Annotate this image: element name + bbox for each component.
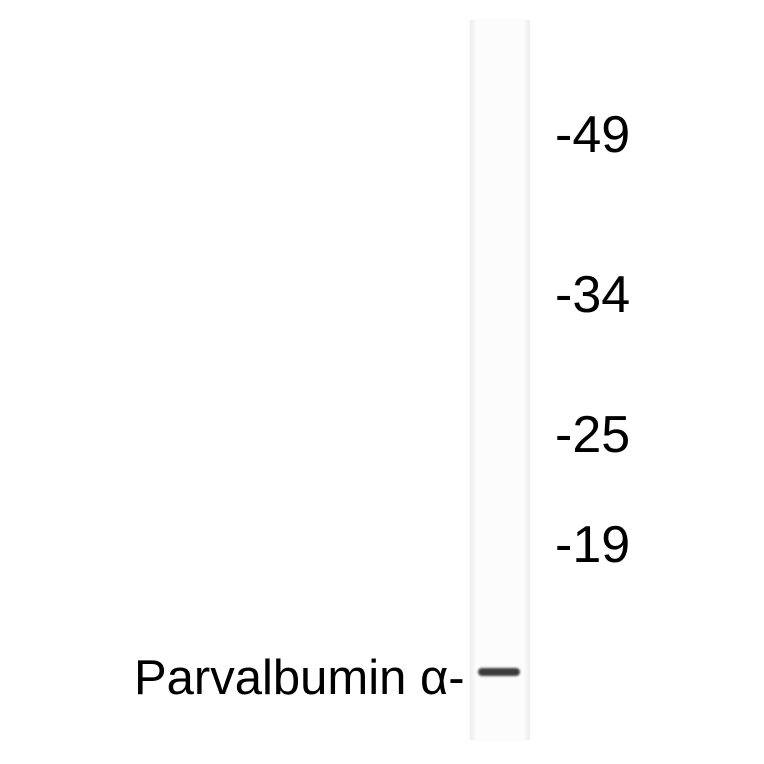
blot-lane xyxy=(470,20,530,740)
western-blot-figure: -49 -34 -25 -19 Parvalbumin α- xyxy=(0,0,764,764)
mw-marker-25: -25 xyxy=(555,405,630,465)
mw-marker-49: -49 xyxy=(555,105,630,165)
mw-marker-34: -34 xyxy=(555,265,630,325)
protein-label: Parvalbumin α- xyxy=(134,650,465,706)
protein-band xyxy=(478,668,520,676)
mw-marker-19: -19 xyxy=(555,515,630,575)
